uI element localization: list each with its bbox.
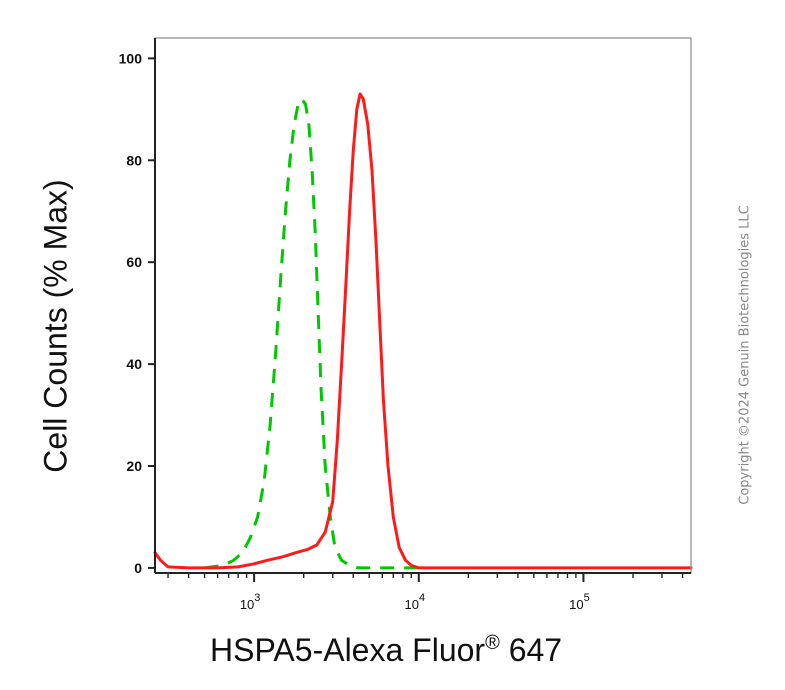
tick-labels: 0 20 40 60 80 100 103 104 105 [119, 50, 590, 612]
series-layer [153, 92, 693, 570]
y-tick-label: 40 [126, 356, 142, 372]
y-axis-title: Cell Counts (% Max) [37, 179, 74, 473]
y-tick-label: 20 [126, 458, 142, 474]
histogram-series-2 [153, 92, 693, 570]
y-tick-label: 0 [134, 560, 142, 576]
y-tick-label: 60 [126, 254, 142, 270]
x-tick-label: 103 [240, 592, 261, 612]
registered-mark: ® [485, 632, 500, 654]
plot-frame [154, 37, 692, 574]
y-tick-label: 100 [119, 50, 143, 66]
x-axis-title-main: HSPA5-Alexa Fluor [210, 632, 486, 668]
x-axis-title: HSPA5-Alexa Fluor® 647 [210, 632, 562, 669]
histogram-series-1 [204, 97, 419, 570]
axis-ticks [148, 57, 684, 582]
x-tick-label: 104 [404, 592, 425, 612]
copyright-watermark: Copyright ©2024 Genuin Biotechnologies L… [737, 205, 753, 505]
x-axis-title-suffix: 647 [499, 632, 563, 668]
y-tick-label: 80 [126, 152, 142, 168]
x-tick-label: 105 [569, 592, 590, 612]
